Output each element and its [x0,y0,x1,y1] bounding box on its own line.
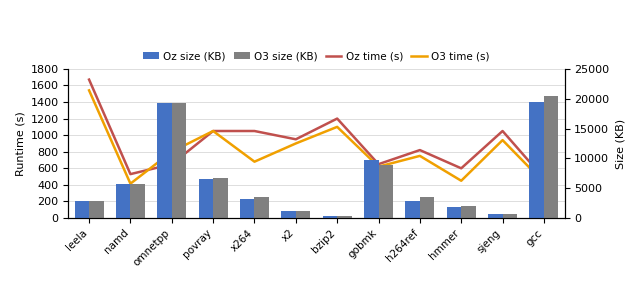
Bar [282,211,296,218]
Bar [172,103,186,218]
Bar [198,179,213,218]
Bar [296,211,310,218]
Bar [255,197,269,218]
Bar [337,216,351,218]
Bar [544,96,558,218]
Bar [364,160,378,218]
Oz time (s) [251,129,259,133]
O3 time (s) [85,89,93,92]
Oz time (s) [292,138,300,141]
Oz time (s) [458,167,465,170]
Bar [116,184,131,218]
Bar [529,102,544,218]
O3 time (s) [168,150,175,153]
Bar [240,199,255,218]
Y-axis label: Runtime (s): Runtime (s) [15,111,25,176]
Bar [502,214,517,218]
Oz time (s) [85,78,93,81]
Oz time (s) [333,117,341,120]
Oz time (s) [540,177,548,180]
Legend: Oz size (KB), O3 size (KB), Oz time (s), O3 time (s): Oz size (KB), O3 size (KB), Oz time (s),… [140,47,493,65]
Bar [447,207,461,218]
O3 time (s) [499,138,506,142]
Bar [323,216,337,218]
O3 time (s) [127,182,134,185]
Oz time (s) [416,148,424,152]
O3 time (s) [333,125,341,128]
Oz time (s) [168,162,175,166]
O3 time (s) [209,129,217,133]
Oz time (s) [127,172,134,176]
Line: O3 time (s): O3 time (s) [89,90,544,184]
O3 time (s) [374,165,382,168]
O3 time (s) [540,181,548,184]
Bar [131,184,145,218]
Bar [378,165,393,218]
Oz time (s) [499,129,506,133]
Oz time (s) [374,162,382,166]
Bar [405,201,420,218]
Oz time (s) [209,129,217,133]
O3 time (s) [458,179,465,183]
Bar [213,178,228,218]
Bar [157,104,172,218]
Line: Oz time (s): Oz time (s) [89,80,544,178]
Bar [420,197,435,218]
Bar [89,201,104,218]
O3 time (s) [292,142,300,145]
Bar [75,201,89,218]
Bar [461,206,476,218]
Bar [488,214,502,218]
O3 time (s) [251,160,259,163]
Y-axis label: Size (KB): Size (KB) [615,118,625,168]
O3 time (s) [416,154,424,158]
